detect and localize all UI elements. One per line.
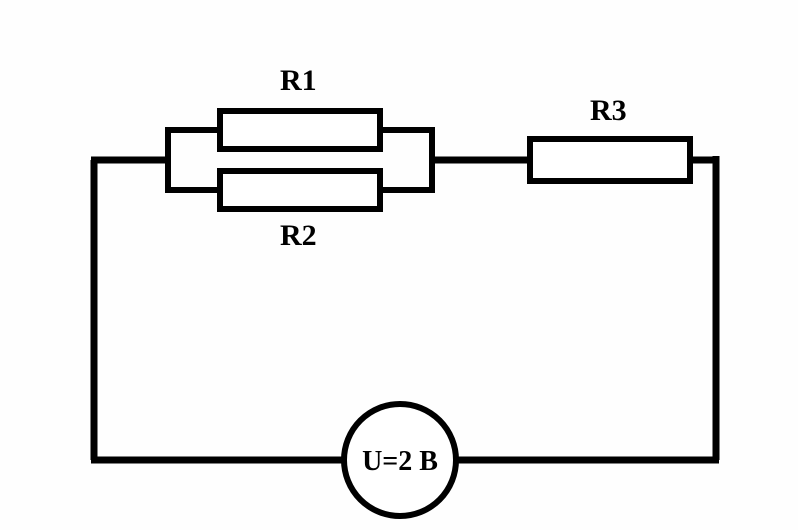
resistor-r1 <box>220 111 380 149</box>
source-label: U=2 B <box>362 446 438 477</box>
resistor-r3 <box>530 139 690 181</box>
label-r1: R1 <box>280 64 317 97</box>
label-r3: R3 <box>590 94 627 127</box>
resistor-r2 <box>220 171 380 209</box>
label-r2: R2 <box>280 219 317 252</box>
